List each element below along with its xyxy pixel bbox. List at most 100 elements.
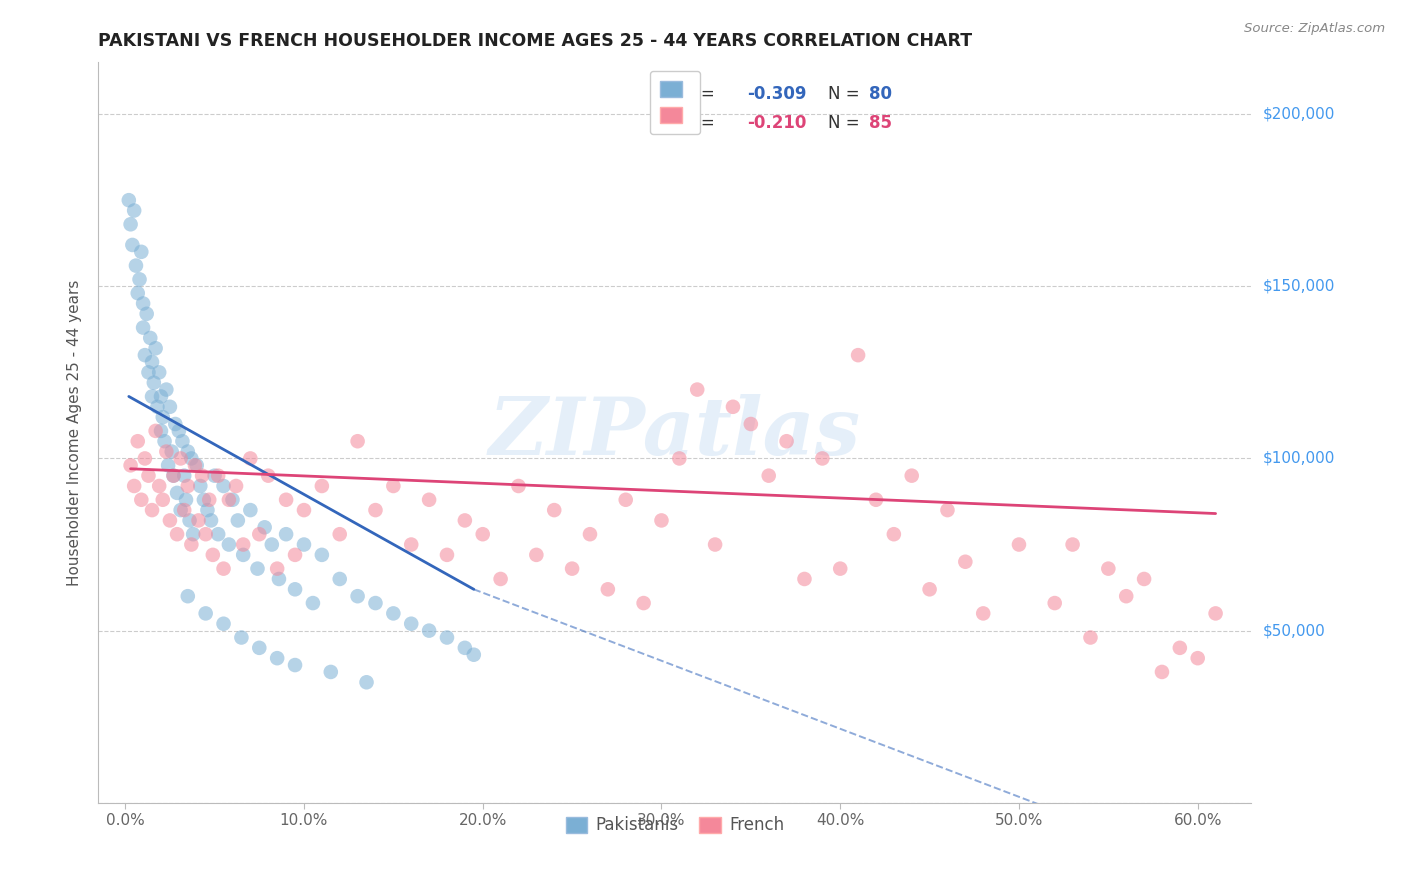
Point [186,458,208,473]
Text: N =: N = [828,114,865,132]
Point [508,479,530,493]
Point [596,582,619,597]
Point [311,548,333,562]
Point [118,193,141,207]
Point [212,561,235,575]
Point [972,607,994,621]
Point [1133,572,1156,586]
Point [346,589,368,603]
Point [207,468,229,483]
Point [319,665,342,679]
Point [218,537,240,551]
Point [162,468,184,483]
Point [132,296,155,310]
Point [159,400,181,414]
Point [793,572,815,586]
Text: R =: R = [685,114,720,132]
Point [329,527,352,541]
Point [1150,665,1173,679]
Point [212,616,235,631]
Point [239,451,262,466]
Point [302,596,325,610]
Point [775,434,797,449]
Point [865,492,887,507]
Point [830,561,852,575]
Point [173,468,195,483]
Point [207,527,229,541]
Point [131,244,153,259]
Point [188,479,211,493]
Point [198,492,221,507]
Point [454,640,477,655]
Point [721,400,744,414]
Text: Source: ZipAtlas.com: Source: ZipAtlas.com [1244,22,1385,36]
Y-axis label: Householder Income Ages 25 - 44 years: Householder Income Ages 25 - 44 years [67,279,83,586]
Point [173,503,195,517]
Point [1080,631,1102,645]
Point [166,486,188,500]
Point [149,389,172,403]
Point [284,548,307,562]
Point [145,341,167,355]
Point [197,503,219,517]
Point [141,503,163,517]
Point [266,651,288,665]
Point [1062,537,1084,551]
Point [246,561,269,575]
Point [125,259,148,273]
Point [811,451,834,466]
Point [138,468,160,483]
Point [174,492,197,507]
Point [194,607,217,621]
Point [471,527,494,541]
Point [364,503,387,517]
Point [284,582,307,597]
Point [267,572,290,586]
Point [191,468,214,483]
Point [152,492,174,507]
Point [524,548,547,562]
Point [1168,640,1191,655]
Point [257,468,280,483]
Point [201,548,224,562]
Point [463,648,485,662]
Point [225,479,247,493]
Point [135,307,157,321]
Point [204,468,226,483]
Point [346,434,368,449]
Point [846,348,869,362]
Point [149,424,172,438]
Point [145,424,167,438]
Point [489,572,512,586]
Point [180,451,202,466]
Point [1097,561,1119,575]
Point [172,434,194,449]
Point [146,400,169,414]
Point [561,561,583,575]
Point [165,417,187,431]
Point [274,527,297,541]
Point [418,624,440,638]
Point [120,217,142,231]
Point [200,513,222,527]
Point [382,607,405,621]
Point [239,503,262,517]
Point [193,492,215,507]
Point [160,444,183,458]
Point [221,492,243,507]
Point [633,596,655,610]
Point [155,383,177,397]
Point [232,548,254,562]
Point [650,513,672,527]
Point [1008,537,1031,551]
Point [134,451,156,466]
Point [134,348,156,362]
Point [177,589,200,603]
Point [686,383,709,397]
Text: 85: 85 [869,114,891,132]
Point [740,417,762,431]
Point [266,561,288,575]
Point [184,458,207,473]
Point [436,631,458,645]
Point [122,479,145,493]
